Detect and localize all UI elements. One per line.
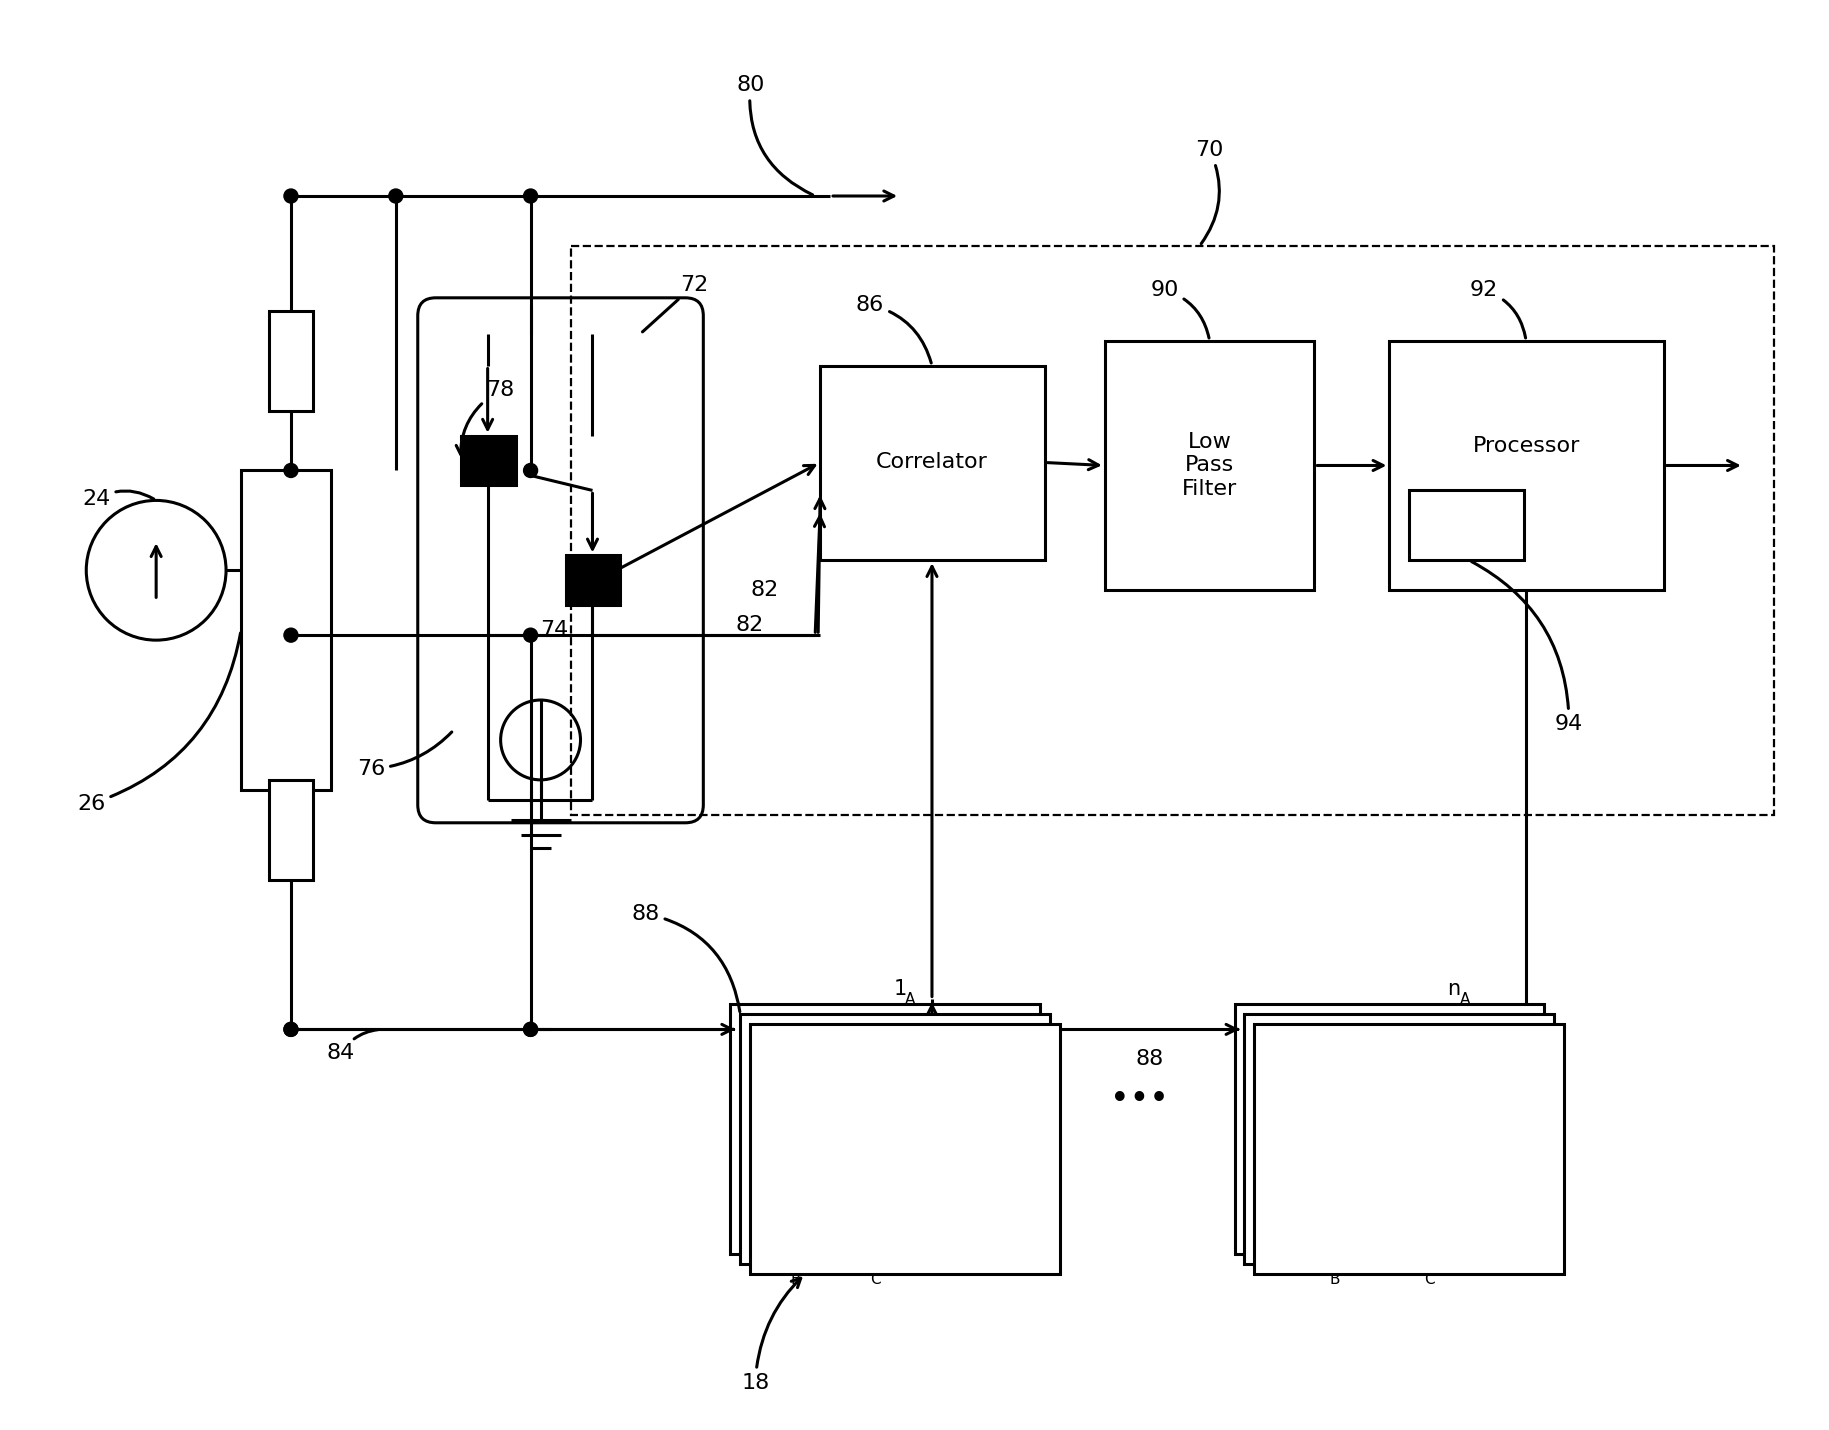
Bar xyxy=(750,1024,1059,1274)
Circle shape xyxy=(523,1022,538,1037)
Text: 92: 92 xyxy=(1471,280,1525,337)
Text: 18: 18 xyxy=(741,1278,801,1393)
Text: 82: 82 xyxy=(750,581,779,601)
Circle shape xyxy=(523,1022,538,1037)
Bar xyxy=(1244,1014,1555,1264)
Text: 84: 84 xyxy=(327,1030,379,1064)
Text: Processor: Processor xyxy=(1472,436,1580,456)
Text: 80: 80 xyxy=(735,76,812,194)
Circle shape xyxy=(283,463,298,478)
Text: 26: 26 xyxy=(77,633,241,814)
Text: 24: 24 xyxy=(82,489,154,509)
Text: 94: 94 xyxy=(1472,562,1584,734)
Bar xyxy=(730,1004,1041,1254)
Circle shape xyxy=(523,463,538,478)
Circle shape xyxy=(283,1022,298,1037)
Text: 78: 78 xyxy=(455,379,514,455)
Circle shape xyxy=(283,189,298,203)
Text: 90: 90 xyxy=(1150,280,1209,337)
Circle shape xyxy=(283,1022,298,1037)
Circle shape xyxy=(283,628,298,642)
Bar xyxy=(1410,490,1524,561)
Text: 70: 70 xyxy=(1196,140,1224,243)
Text: 74: 74 xyxy=(541,621,569,641)
Text: 72: 72 xyxy=(642,275,708,332)
Bar xyxy=(269,310,313,410)
Text: n: n xyxy=(1319,1258,1332,1278)
Bar xyxy=(1255,1024,1564,1274)
Circle shape xyxy=(523,189,538,203)
Text: 1: 1 xyxy=(893,980,907,1000)
Text: Low
Pass
Filter: Low Pass Filter xyxy=(1182,432,1236,499)
Bar xyxy=(1235,1004,1544,1254)
Text: C: C xyxy=(871,1271,882,1287)
Text: C: C xyxy=(1425,1271,1436,1287)
Text: 88: 88 xyxy=(1136,1050,1163,1070)
Bar xyxy=(269,779,313,879)
Text: A: A xyxy=(905,992,916,1007)
Bar xyxy=(1390,340,1664,591)
Circle shape xyxy=(390,189,402,203)
Bar xyxy=(741,1014,1050,1264)
Text: 1: 1 xyxy=(858,1258,872,1278)
Text: n: n xyxy=(1447,980,1461,1000)
Text: Correlator: Correlator xyxy=(876,452,988,472)
Text: n: n xyxy=(1412,1258,1427,1278)
Text: 88: 88 xyxy=(631,904,741,1011)
Text: B: B xyxy=(790,1271,801,1287)
Bar xyxy=(241,470,331,789)
Text: B: B xyxy=(1330,1271,1341,1287)
Circle shape xyxy=(523,628,538,642)
Text: 76: 76 xyxy=(357,732,452,779)
Text: A: A xyxy=(1460,992,1471,1007)
Bar xyxy=(565,555,620,605)
Text: 82: 82 xyxy=(735,615,763,635)
Text: •••: ••• xyxy=(1110,1083,1169,1115)
Text: 86: 86 xyxy=(856,295,931,363)
Bar xyxy=(571,246,1774,815)
Bar xyxy=(461,436,516,485)
Text: 1: 1 xyxy=(779,1258,792,1278)
Bar xyxy=(819,366,1044,561)
Bar xyxy=(1105,340,1315,591)
